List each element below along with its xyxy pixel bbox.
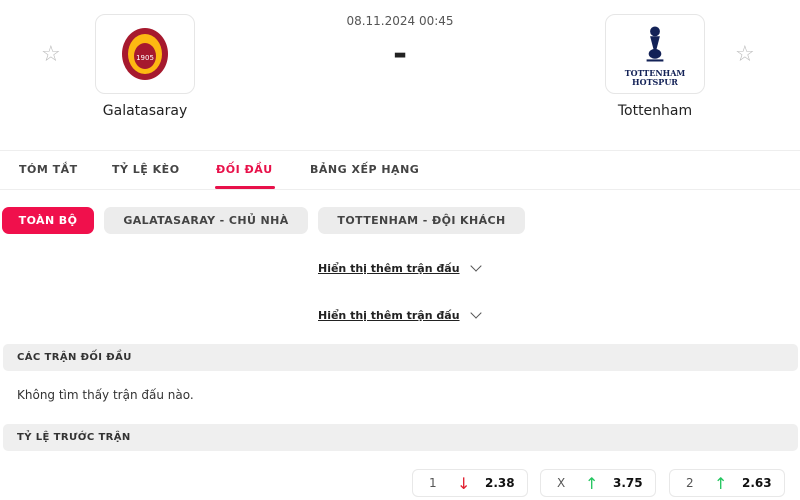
odds-section-header: TỶ LỆ TRƯỚC TRẬN bbox=[3, 424, 798, 451]
away-team-name[interactable]: Tottenham bbox=[617, 103, 693, 119]
chevron-down-icon[interactable] bbox=[470, 307, 482, 319]
arrow-up-icon: ↑ bbox=[585, 473, 599, 493]
h2h-section-header: CÁC TRẬN ĐỐI ĐẦU bbox=[3, 344, 798, 371]
cockerel-icon bbox=[646, 26, 664, 62]
chevron-down-icon[interactable] bbox=[470, 260, 482, 272]
filter-all[interactable]: TOÀN BỘ bbox=[2, 207, 94, 234]
odds-value: 2.63 bbox=[742, 476, 772, 490]
logo-text: 1905 bbox=[136, 54, 154, 62]
away-team-logo: TOTTENHAM HOTSPUR bbox=[605, 14, 705, 94]
h2h-empty-message: Không tìm thấy trận đấu nào. bbox=[17, 388, 194, 402]
home-team-name[interactable]: Galatasaray bbox=[102, 103, 188, 119]
odds-value: 3.75 bbox=[613, 476, 643, 490]
odds-label: 2 bbox=[686, 476, 694, 490]
odds-away[interactable]: 2 ↑ 2.63 bbox=[669, 469, 785, 497]
tab-summary[interactable]: TÓM TẮT bbox=[19, 163, 78, 176]
filter-away[interactable]: TOTTENHAM - ĐỘI KHÁCH bbox=[318, 207, 525, 234]
match-score: - bbox=[392, 34, 408, 74]
odds-label: 1 bbox=[429, 476, 437, 490]
arrow-up-icon: ↑ bbox=[714, 473, 728, 493]
arrow-down-icon: ↓ bbox=[457, 473, 471, 493]
odds-home[interactable]: 1 ↓ 2.38 bbox=[412, 469, 528, 497]
favorite-star-icon[interactable]: ☆ bbox=[41, 42, 61, 67]
tab-standings[interactable]: BẢNG XẾP HẠNG bbox=[310, 163, 420, 176]
tab-head-to-head[interactable]: ĐỐI ĐẦU bbox=[216, 163, 273, 176]
logo-text: TOTTENHAM HOTSPUR bbox=[624, 68, 686, 87]
favorite-star-icon[interactable]: ☆ bbox=[735, 42, 755, 67]
active-tab-indicator bbox=[215, 186, 275, 189]
odds-value: 2.38 bbox=[485, 476, 515, 490]
show-more-link[interactable]: Hiển thị thêm trận đấu bbox=[318, 309, 460, 322]
show-more-link[interactable]: Hiển thị thêm trận đấu bbox=[318, 262, 460, 275]
match-datetime: 08.11.2024 00:45 bbox=[346, 14, 454, 28]
home-team-logo: 1905 bbox=[95, 14, 195, 94]
odds-draw[interactable]: X ↑ 3.75 bbox=[540, 469, 656, 497]
odds-label: X bbox=[557, 476, 566, 490]
tab-bar: TÓM TẮT TỶ LỆ KÈO ĐỐI ĐẦU BẢNG XẾP HẠNG bbox=[0, 150, 800, 190]
tab-odds[interactable]: TỶ LỆ KÈO bbox=[112, 163, 180, 176]
filter-home[interactable]: GALATASARAY - CHỦ NHÀ bbox=[104, 207, 308, 234]
